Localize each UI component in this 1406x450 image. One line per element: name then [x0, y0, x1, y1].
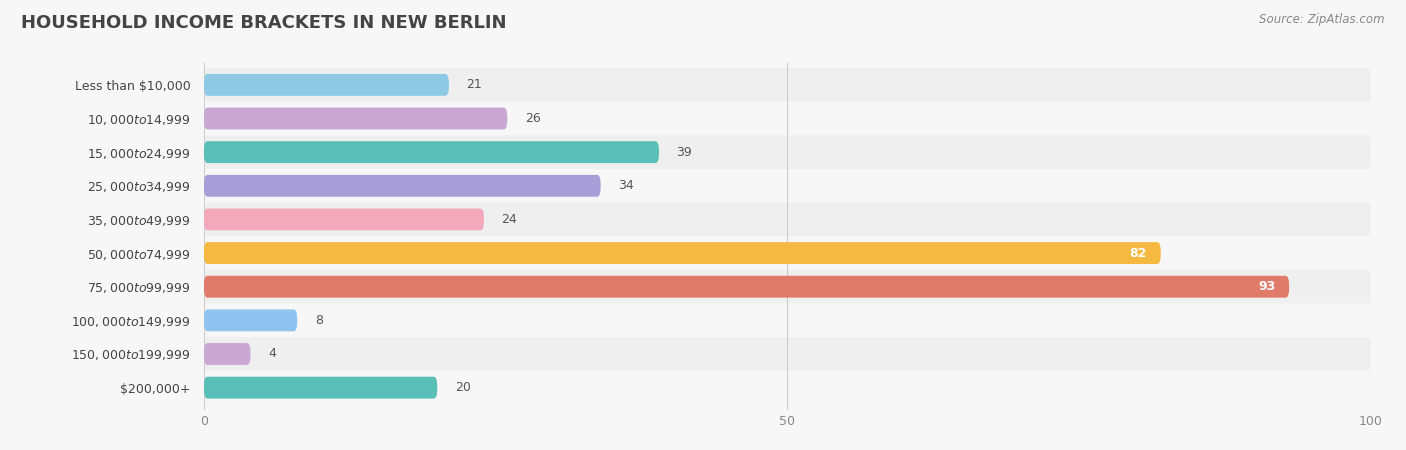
- FancyBboxPatch shape: [204, 310, 297, 331]
- Text: 82: 82: [1129, 247, 1147, 260]
- Text: 93: 93: [1258, 280, 1275, 293]
- Text: 21: 21: [467, 78, 482, 91]
- Text: 4: 4: [269, 347, 276, 360]
- FancyBboxPatch shape: [204, 108, 508, 130]
- FancyBboxPatch shape: [204, 68, 1371, 102]
- FancyBboxPatch shape: [204, 236, 1371, 270]
- FancyBboxPatch shape: [204, 371, 1371, 405]
- FancyBboxPatch shape: [204, 377, 437, 399]
- FancyBboxPatch shape: [204, 242, 1161, 264]
- FancyBboxPatch shape: [204, 135, 1371, 169]
- FancyBboxPatch shape: [204, 169, 1371, 202]
- FancyBboxPatch shape: [204, 270, 1371, 304]
- FancyBboxPatch shape: [204, 304, 1371, 337]
- FancyBboxPatch shape: [204, 74, 449, 96]
- Text: 8: 8: [315, 314, 323, 327]
- Text: 20: 20: [454, 381, 471, 394]
- Text: 24: 24: [502, 213, 517, 226]
- Text: HOUSEHOLD INCOME BRACKETS IN NEW BERLIN: HOUSEHOLD INCOME BRACKETS IN NEW BERLIN: [21, 14, 506, 32]
- FancyBboxPatch shape: [204, 343, 250, 365]
- FancyBboxPatch shape: [204, 102, 1371, 135]
- FancyBboxPatch shape: [204, 337, 1371, 371]
- FancyBboxPatch shape: [204, 202, 1371, 236]
- Text: 34: 34: [619, 179, 634, 192]
- Text: 26: 26: [524, 112, 540, 125]
- Text: Source: ZipAtlas.com: Source: ZipAtlas.com: [1260, 14, 1385, 27]
- Text: 39: 39: [676, 146, 692, 159]
- FancyBboxPatch shape: [204, 208, 484, 230]
- FancyBboxPatch shape: [204, 276, 1289, 297]
- FancyBboxPatch shape: [204, 175, 600, 197]
- FancyBboxPatch shape: [204, 141, 659, 163]
